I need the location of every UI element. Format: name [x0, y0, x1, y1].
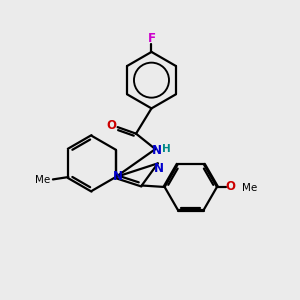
Text: Me: Me — [242, 183, 257, 193]
Text: H: H — [162, 144, 171, 154]
Text: N: N — [152, 144, 161, 157]
Text: N: N — [154, 162, 164, 175]
Text: O: O — [225, 181, 235, 194]
Text: Me: Me — [35, 175, 50, 185]
Text: O: O — [107, 119, 117, 132]
Text: N: N — [112, 170, 122, 183]
Text: F: F — [148, 32, 155, 45]
